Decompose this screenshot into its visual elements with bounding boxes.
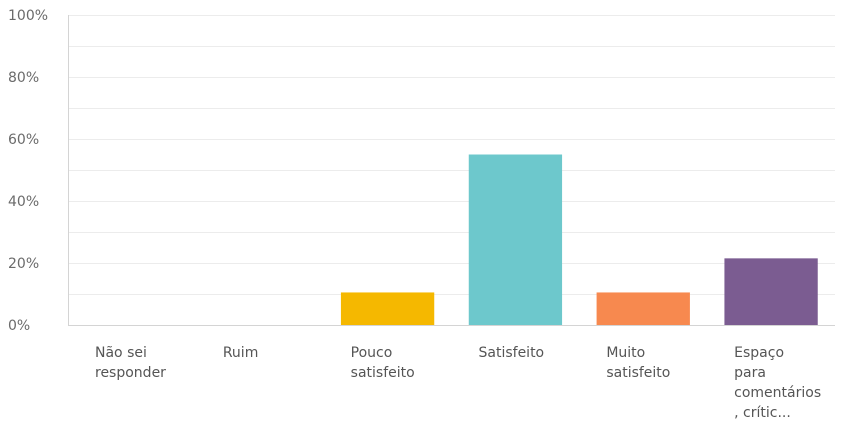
bar [724,258,818,325]
y-tick-label: 60% [8,132,39,148]
x-tick-label-line: Espaço [734,345,785,361]
y-tick-label: 0% [8,318,30,334]
y-tick-label: 40% [8,194,39,210]
x-tick-label-line: Muito [606,345,646,361]
x-tick-label-line: satisfeito [606,365,671,381]
x-tick-label: Pouco satisfeito [351,343,415,383]
x-tick-label: Não sei responder [95,343,166,383]
x-tick-label-line: comentários [734,385,822,401]
x-tick-label: Espaço para comentários , crític... [734,343,821,423]
x-tick-label-line: Não sei [95,345,147,361]
x-tick-label: Satisfeito [479,343,545,363]
bar [340,292,435,325]
x-tick-label-line: responder [95,365,166,381]
x-tick-label-line: Satisfeito [478,345,545,361]
bar [468,154,563,325]
x-tick-label-line: satisfeito [350,365,415,381]
x-tick-label-line: Ruim [222,345,259,361]
y-tick-label: 100% [8,8,48,24]
bar [596,292,690,325]
x-tick-label-line: para [734,365,766,381]
y-tick-label: 20% [8,256,39,272]
x-tick-label: Muito satisfeito [606,343,670,383]
x-tick-label: Ruim [223,343,259,363]
x-tick-label-line: Pouco [350,345,393,361]
x-tick-label-line: , crític... [734,405,791,421]
y-tick-label: 80% [8,70,39,86]
